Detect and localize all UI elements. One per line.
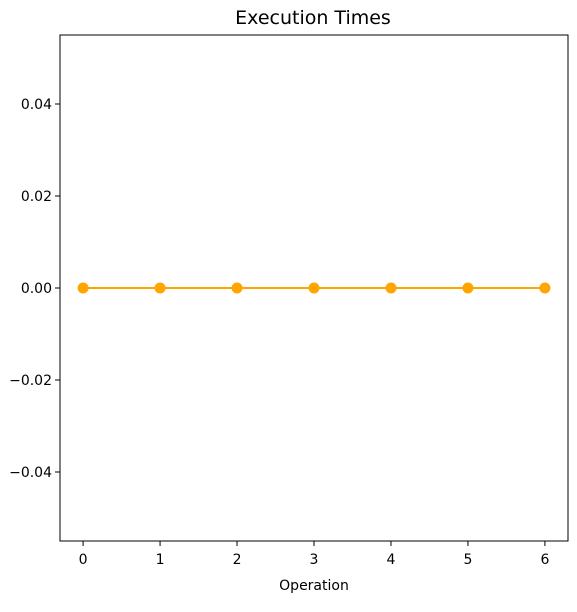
y-tick-label: 0.04 xyxy=(21,97,52,113)
chart-title: Execution Times xyxy=(235,7,391,29)
y-tick-label: 0.00 xyxy=(21,281,52,297)
x-tick-label: 4 xyxy=(387,552,396,568)
x-axis: 0 1 2 3 4 5 6 xyxy=(79,541,549,568)
data-point xyxy=(308,282,320,294)
data-point xyxy=(462,282,474,294)
data-point xyxy=(231,282,243,294)
x-tick-label: 6 xyxy=(540,552,549,568)
data-point xyxy=(385,282,397,294)
data-point xyxy=(154,282,166,294)
y-tick-label: −0.02 xyxy=(9,373,52,389)
data-point xyxy=(77,282,89,294)
data-point xyxy=(539,282,551,294)
y-axis: 0.04 0.02 0.00 −0.02 −0.04 xyxy=(9,97,60,481)
x-tick-label: 5 xyxy=(463,552,472,568)
series-layer xyxy=(77,282,551,294)
y-tick-label: −0.04 xyxy=(9,465,52,481)
x-tick-label: 2 xyxy=(233,552,242,568)
y-tick-label: 0.02 xyxy=(21,189,52,205)
x-tick-label: 3 xyxy=(310,552,319,568)
x-tick-label: 0 xyxy=(79,552,88,568)
x-axis-label: Operation xyxy=(279,578,349,594)
x-tick-label: 1 xyxy=(156,552,165,568)
